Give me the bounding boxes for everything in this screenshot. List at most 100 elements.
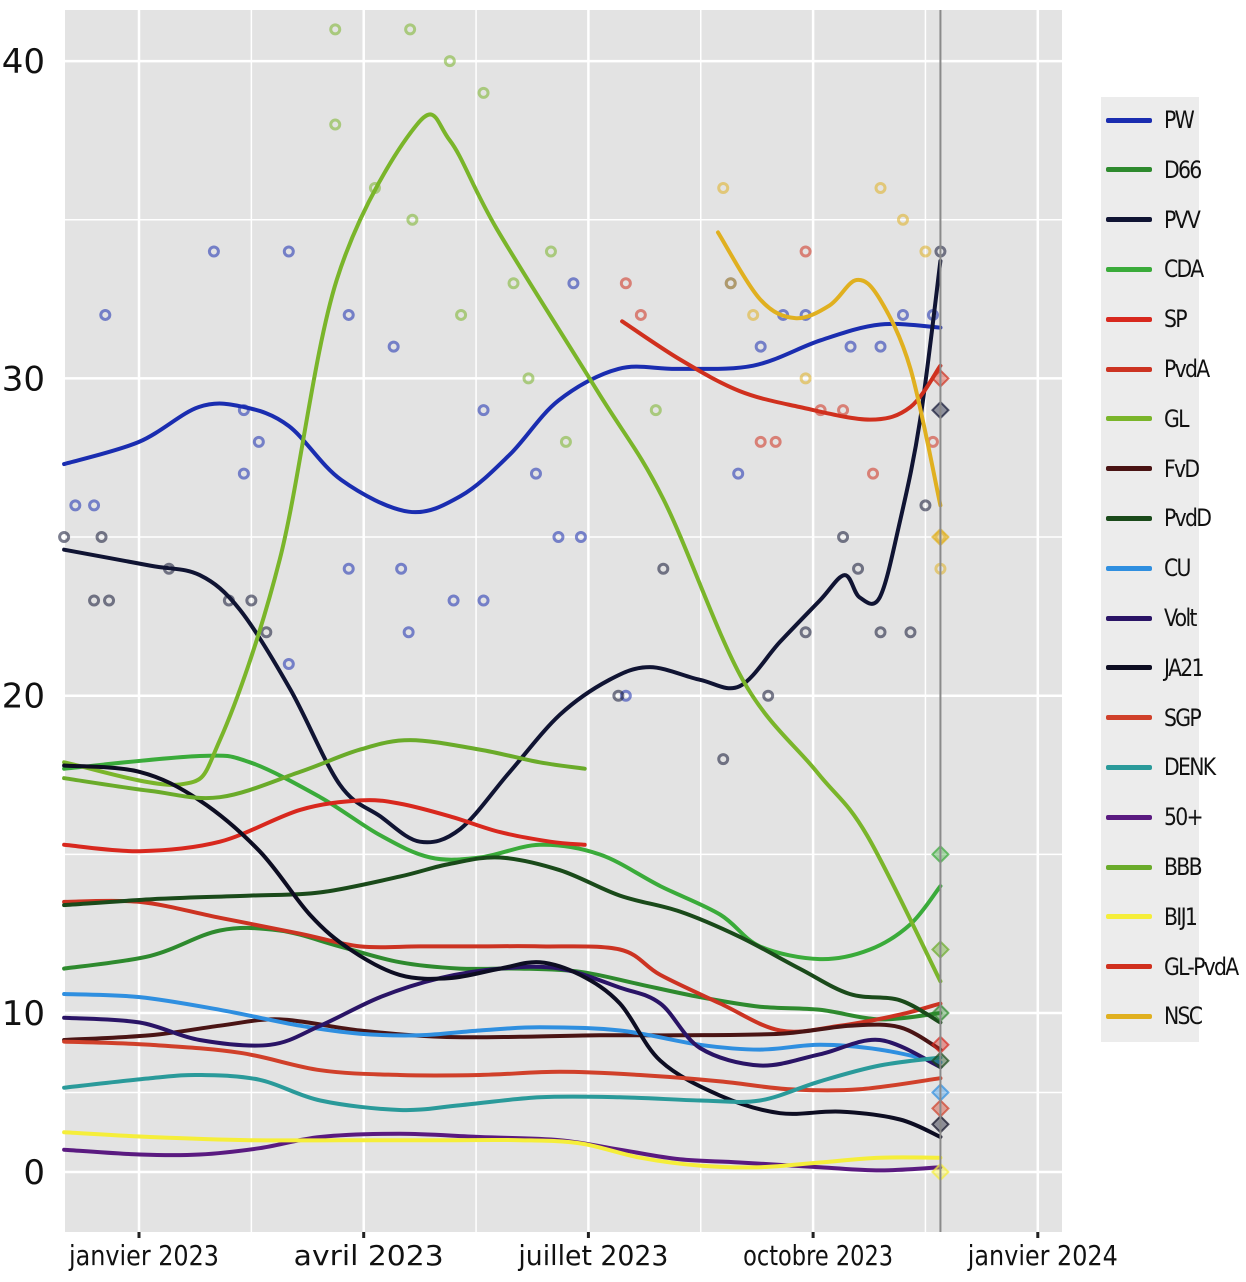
trend-line-pw (62, 321, 943, 515)
legend-label: SP (1164, 305, 1188, 334)
poll-point-pw (552, 531, 565, 544)
poll-point-pvv (762, 689, 775, 702)
poll-point-pw (387, 340, 400, 353)
poll-point-pw (567, 277, 580, 290)
poll-point-pw (252, 435, 265, 448)
poll-point-pvv (919, 499, 932, 512)
poll-point-gl (329, 118, 342, 131)
poll-point-pvv (837, 531, 850, 544)
legend-label: SGP (1164, 703, 1202, 732)
poll-point-pw (477, 404, 490, 417)
poll-point-gl-pvda (867, 467, 880, 480)
legend-swatch (1106, 515, 1152, 521)
legend-label: GL-PvdA (1164, 952, 1239, 981)
legend-swatch (1106, 117, 1152, 123)
poll-point-pvv (799, 626, 812, 639)
legend-swatch (1106, 366, 1152, 372)
legend-swatch (1106, 167, 1152, 173)
y-tick-label: 40 (2, 42, 45, 82)
trend-line-cu (62, 992, 943, 1065)
poll-point-pw (874, 340, 887, 353)
legend-label: DENK (1164, 753, 1216, 782)
poll-point-pvv (852, 562, 865, 575)
legend-label: FvD (1164, 454, 1200, 483)
legend-label: CDA (1164, 255, 1204, 284)
trend-line-sp (62, 798, 587, 854)
legend-swatch (1106, 416, 1152, 422)
legend-swatch (1106, 466, 1152, 472)
legend-item-bbb: BBB (1106, 847, 1207, 887)
trend-line-fvd (62, 1017, 943, 1052)
legend-label: PW (1164, 106, 1195, 134)
poll-point-pw (342, 562, 355, 575)
trend-line-denk (62, 1055, 943, 1113)
legend-label: NSC (1164, 1002, 1203, 1031)
legend-swatch (1106, 764, 1152, 770)
poll-point-gl (443, 55, 456, 68)
poll-point-pw (342, 308, 355, 321)
poll-point-pw (207, 245, 220, 258)
y-axis-ticks: 0 10 20 30 40 (2, 42, 45, 1193)
legend-item-sp: SP (1106, 299, 1190, 339)
poll-point-pw (447, 594, 460, 607)
poll-point-pvv (874, 626, 887, 639)
legend-label: PVV (1164, 205, 1201, 234)
poll-point-pvv (904, 626, 917, 639)
legend-swatch (1106, 217, 1152, 223)
legend-swatch (1106, 615, 1152, 621)
legend-item-nsc: NSC (1106, 996, 1208, 1036)
poll-point-pw (574, 531, 587, 544)
poll-point-pw (754, 340, 767, 353)
legend-item-volt: Volt (1106, 598, 1201, 638)
trend-line-ja21 (62, 763, 943, 1139)
poll-point-pw (282, 657, 295, 670)
legend-label: GL (1164, 404, 1189, 433)
trend-line-pvdd (62, 855, 943, 1025)
trend-line-cda (62, 753, 943, 962)
trend-lines (62, 112, 943, 1173)
legend-item-pvdd: PvdD (1106, 498, 1218, 538)
poll-point-gl-pvda (769, 435, 782, 448)
poll-point-nsc (799, 372, 812, 385)
poll-point-pw (237, 467, 250, 480)
poll-point-pvv (612, 689, 625, 702)
trend-line-bbb (62, 738, 587, 801)
poll-point-gl (649, 404, 662, 417)
poll-point-gl (522, 372, 535, 385)
poll-point-nsc (874, 182, 887, 195)
legend-label: CU (1164, 554, 1191, 583)
trend-line-50+ (62, 1131, 943, 1173)
poll-point-gl (406, 213, 419, 226)
legend-label: BBB (1164, 853, 1203, 881)
trend-line-gl (62, 112, 943, 984)
poll-point-pvv (245, 594, 258, 607)
legend-label: JA21 (1164, 653, 1204, 682)
legend-item-50+: 50+ (1106, 797, 1209, 837)
poll-point-pw (395, 562, 408, 575)
poll-point-pvv (657, 562, 670, 575)
legend-label: PvdA (1164, 355, 1210, 383)
legend-item-d66: D66 (1106, 150, 1207, 190)
poll-point-gl (507, 277, 520, 290)
poll-point-pvv (260, 626, 273, 639)
poll-point-pvv (58, 531, 71, 544)
poll-point-pw (529, 467, 542, 480)
poll-point-gl (455, 308, 468, 321)
legend-swatch (1106, 964, 1152, 970)
poll-points (58, 23, 947, 766)
poll-point-gl-pvda (619, 277, 632, 290)
y-tick-label: 20 (2, 677, 45, 717)
legend-swatch (1106, 316, 1152, 322)
poll-point-pw (732, 467, 745, 480)
x-tick-label: octobre 2023 (743, 1239, 893, 1272)
trend-line-gl-pvda (620, 319, 943, 422)
poll-point-pw (477, 594, 490, 607)
poll-point-pw (69, 499, 82, 512)
poll-point-nsc (717, 182, 730, 195)
poll-point-gl (477, 86, 490, 99)
poll-point-gl (404, 23, 417, 36)
poll-point-gl (559, 435, 572, 448)
legend-swatch (1106, 715, 1152, 721)
legend-item-sgp: SGP (1106, 698, 1206, 738)
legend-swatch (1106, 814, 1152, 820)
